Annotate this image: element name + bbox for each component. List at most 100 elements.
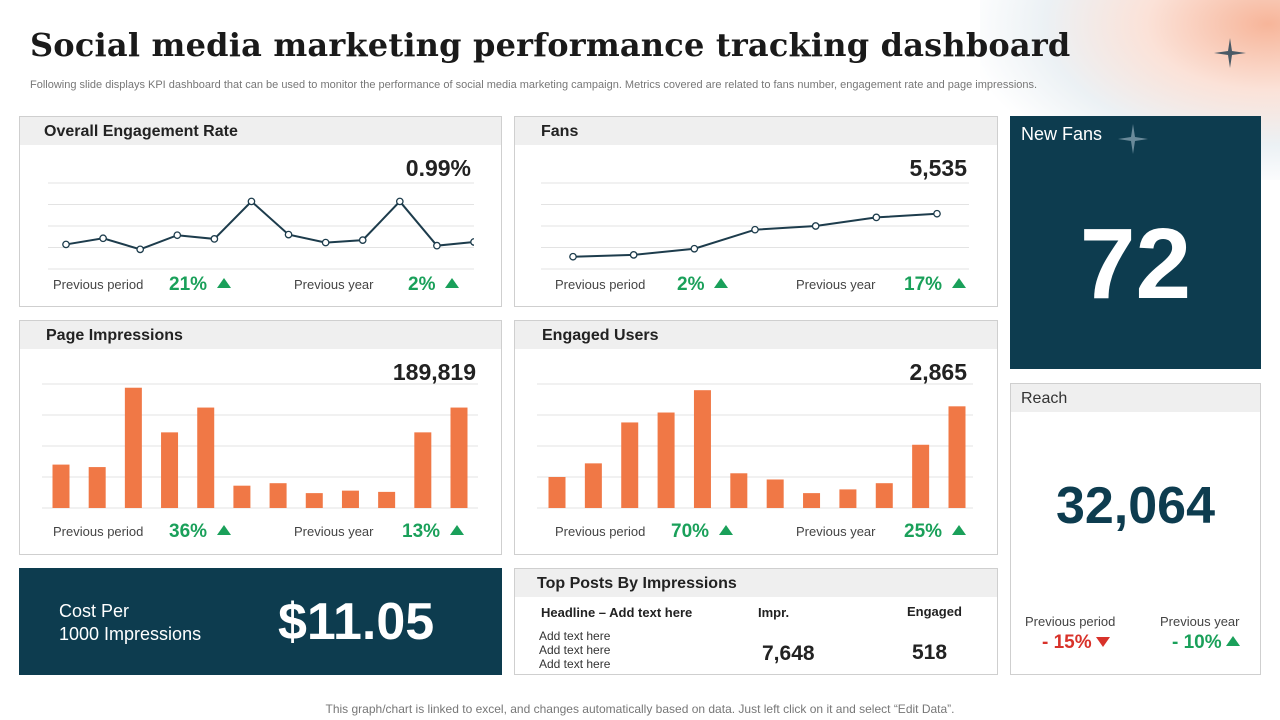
- up-arrow-icon: [952, 525, 967, 535]
- prev-period-change: 36%: [169, 521, 232, 543]
- bar: [912, 444, 930, 508]
- engagement-line-chart: [48, 182, 474, 270]
- fans-card: Fans 5,535 Previous period 2% Previous y…: [514, 116, 998, 307]
- data-point: [136, 245, 145, 254]
- up-arrow-icon: [217, 525, 232, 535]
- impressions-value: 189,819: [392, 359, 476, 385]
- col-impressions: Impr.: [758, 605, 790, 620]
- prev-year-change: - 10%: [1172, 632, 1240, 654]
- fans-value: 5,535: [909, 155, 967, 181]
- cost-value: $11.05: [278, 593, 435, 651]
- post-headline: Add text here: [539, 629, 611, 643]
- prev-period-pct: 2%: [677, 274, 705, 295]
- prev-period-pct: 21%: [169, 274, 208, 295]
- card-header: [20, 321, 501, 349]
- sparkle-icon: [1214, 38, 1246, 68]
- bar: [161, 432, 179, 508]
- prev-period-change: 21%: [169, 274, 232, 296]
- prev-period-label: Previous period: [53, 277, 144, 292]
- cost-label: Cost Per 1000 Impressions: [59, 600, 201, 646]
- bar: [378, 491, 396, 508]
- prev-period-change: 2%: [677, 274, 729, 296]
- post-engaged-value: 518: [912, 641, 948, 664]
- data-point: [358, 236, 367, 244]
- data-point: [872, 213, 881, 222]
- engaged-users-value: 2,865: [909, 359, 967, 385]
- prev-year-pct: 17%: [904, 274, 943, 295]
- engagement-card: Overall Engagement Rate 0.99% Previous p…: [19, 116, 502, 307]
- prev-year-pct: 13%: [402, 521, 441, 542]
- bar: [948, 406, 966, 508]
- card-header: [515, 569, 997, 597]
- bar: [621, 422, 639, 508]
- bar: [730, 473, 748, 508]
- series-line: [572, 212, 938, 258]
- reach-value: 32,064: [1055, 477, 1216, 535]
- bar: [548, 477, 566, 508]
- bar: [52, 464, 70, 508]
- top-posts-card: Top Posts By Impressions Headline – Add …: [514, 568, 998, 675]
- up-arrow-icon: [217, 278, 232, 288]
- down-arrow-icon: [1095, 637, 1110, 647]
- footnote: This graph/chart is linked to excel, and…: [325, 702, 955, 716]
- data-point: [569, 252, 577, 261]
- up-arrow-icon: [1225, 636, 1240, 646]
- data-point: [690, 244, 699, 253]
- card-title: Overall Engagement Rate: [44, 123, 238, 140]
- page-title: Social media marketing performance track…: [30, 26, 1071, 64]
- up-arrow-icon: [952, 278, 967, 288]
- fans-line-chart: [541, 182, 969, 270]
- data-point: [284, 230, 293, 239]
- bar: [124, 387, 142, 508]
- card-header: [515, 321, 997, 349]
- cost-per-1000-card: Cost Per 1000 Impressions $11.05: [19, 568, 502, 675]
- prev-year-label: Previous year: [796, 524, 876, 539]
- prev-period-label: Previous period: [555, 524, 646, 539]
- prev-year-pct: 25%: [904, 521, 943, 542]
- data-point: [321, 238, 330, 247]
- engaged-users-bar-chart: [537, 383, 973, 509]
- bar: [305, 493, 323, 508]
- data-point: [173, 231, 182, 240]
- bar: [803, 493, 821, 508]
- data-point: [395, 197, 404, 206]
- post-headline: Add text here: [539, 643, 611, 657]
- data-point: [933, 209, 941, 218]
- prev-period-change: - 15%: [1042, 632, 1110, 654]
- bar: [839, 489, 857, 508]
- prev-year-label: Previous year: [294, 524, 374, 539]
- data-point: [62, 240, 70, 249]
- prev-period-pct: 70%: [671, 521, 710, 542]
- bar: [88, 467, 106, 508]
- prev-year-change: 25%: [904, 521, 967, 543]
- card-title: Engaged Users: [542, 327, 659, 344]
- prev-year-change: 17%: [904, 274, 967, 296]
- bar: [584, 463, 602, 508]
- card-title: Top Posts By Impressions: [537, 575, 737, 592]
- up-arrow-icon: [450, 525, 465, 535]
- data-point: [751, 225, 759, 234]
- prev-period-pct: - 15%: [1042, 632, 1092, 653]
- data-point: [99, 234, 107, 243]
- series-line: [65, 199, 474, 251]
- engagement-value: 0.99%: [405, 155, 471, 181]
- prev-year-change: 13%: [402, 521, 465, 543]
- bar: [197, 407, 215, 508]
- data-point: [811, 222, 820, 230]
- prev-year-pct: - 10%: [1172, 632, 1222, 653]
- prev-period-pct: 36%: [169, 521, 208, 542]
- data-point: [433, 241, 441, 250]
- prev-period-label: Previous period: [53, 524, 144, 539]
- prev-period-change: 70%: [671, 521, 734, 543]
- new-fans-label: New Fans: [1021, 124, 1103, 144]
- post-headline: Add text here: [539, 657, 611, 671]
- cost-label-line2: 1000 Impressions: [59, 624, 202, 644]
- card-title: Page Impressions: [46, 327, 183, 344]
- prev-year-label: Previous year: [1160, 614, 1240, 629]
- bar: [766, 479, 784, 508]
- prev-year-change: 2%: [408, 274, 460, 296]
- prev-period-label: Previous period: [1025, 614, 1116, 629]
- bar: [233, 485, 251, 508]
- prev-year-label: Previous year: [294, 277, 374, 292]
- new-fans-card: New Fans 72: [1010, 116, 1261, 369]
